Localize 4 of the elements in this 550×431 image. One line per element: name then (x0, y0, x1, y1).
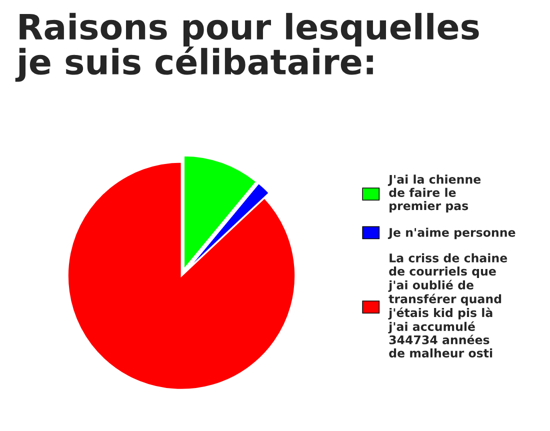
legend-label: Je n'aime personne (388, 228, 516, 240)
legend-label: J'ai la chienne de faire le premier pas (388, 174, 481, 212)
legend-label: La criss de chaine de courriels que j'ai oublié de transférer quand j'étais kid pis là j'ai accumulé 344734 années de malheur osti (388, 253, 508, 358)
chart-title: Raisons pour lesquelles je suis célibataire: (15, 12, 479, 82)
